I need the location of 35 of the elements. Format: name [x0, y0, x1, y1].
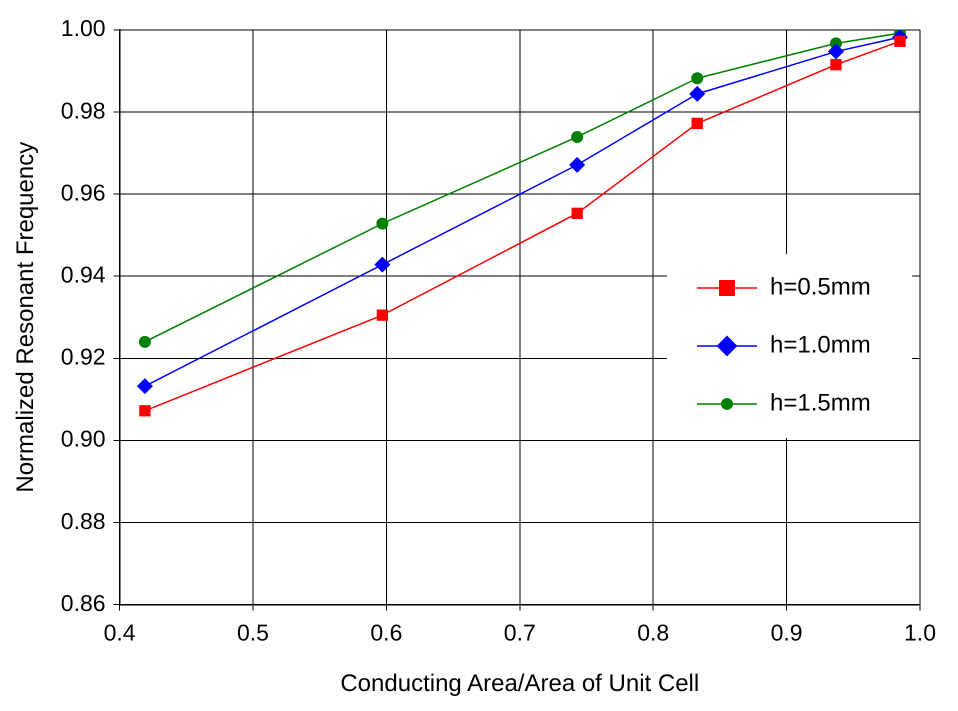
point: [830, 59, 842, 70]
y-tick-label: 0.98: [60, 97, 106, 124]
point: [571, 130, 584, 143]
point: [691, 72, 704, 84]
y-axis-title: Normalized Resonant Frequency: [12, 142, 40, 493]
point: [374, 256, 390, 273]
point: [894, 36, 906, 47]
point: [828, 44, 844, 60]
x-tick-label: 0.6: [370, 620, 402, 646]
y-tick-label: 0.86: [60, 590, 106, 616]
legend-label: h=0.5mm: [770, 274, 871, 301]
point: [376, 218, 388, 230]
x-tick-label: 0.4: [104, 620, 136, 646]
point: [138, 336, 151, 348]
point: [689, 86, 706, 102]
y-tick-label: 1.00: [60, 15, 106, 42]
y-tick-label: 0.94: [60, 261, 106, 288]
point: [139, 405, 151, 416]
point: [376, 309, 388, 321]
y-tick-label: 0.90: [60, 426, 106, 452]
x-tick-label: 0.7: [504, 620, 536, 646]
point: [569, 156, 586, 173]
y-tick-label: 0.96: [60, 179, 106, 206]
point: [136, 378, 153, 394]
x-axis-title: Conducting Area/Area of Unit Cell: [340, 670, 700, 698]
point: [692, 118, 703, 130]
y-tick-label: 0.92: [60, 344, 106, 370]
legend-label: h=1.0mm: [770, 332, 871, 359]
y-tick-label: 0.88: [60, 508, 106, 534]
point: [571, 208, 583, 219]
x-tick-label: 0.8: [637, 620, 670, 646]
x-tick-label: 0.5: [236, 620, 269, 646]
x-tick-label: 0.9: [770, 620, 803, 646]
legend-label: h=1.5mm: [770, 390, 871, 417]
x-tick-label: 1.0: [904, 620, 936, 646]
